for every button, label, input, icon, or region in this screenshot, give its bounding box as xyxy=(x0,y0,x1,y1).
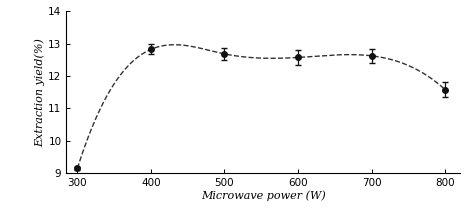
Y-axis label: Extraction yield(%): Extraction yield(%) xyxy=(35,38,46,147)
X-axis label: Microwave power (W): Microwave power (W) xyxy=(201,191,326,201)
